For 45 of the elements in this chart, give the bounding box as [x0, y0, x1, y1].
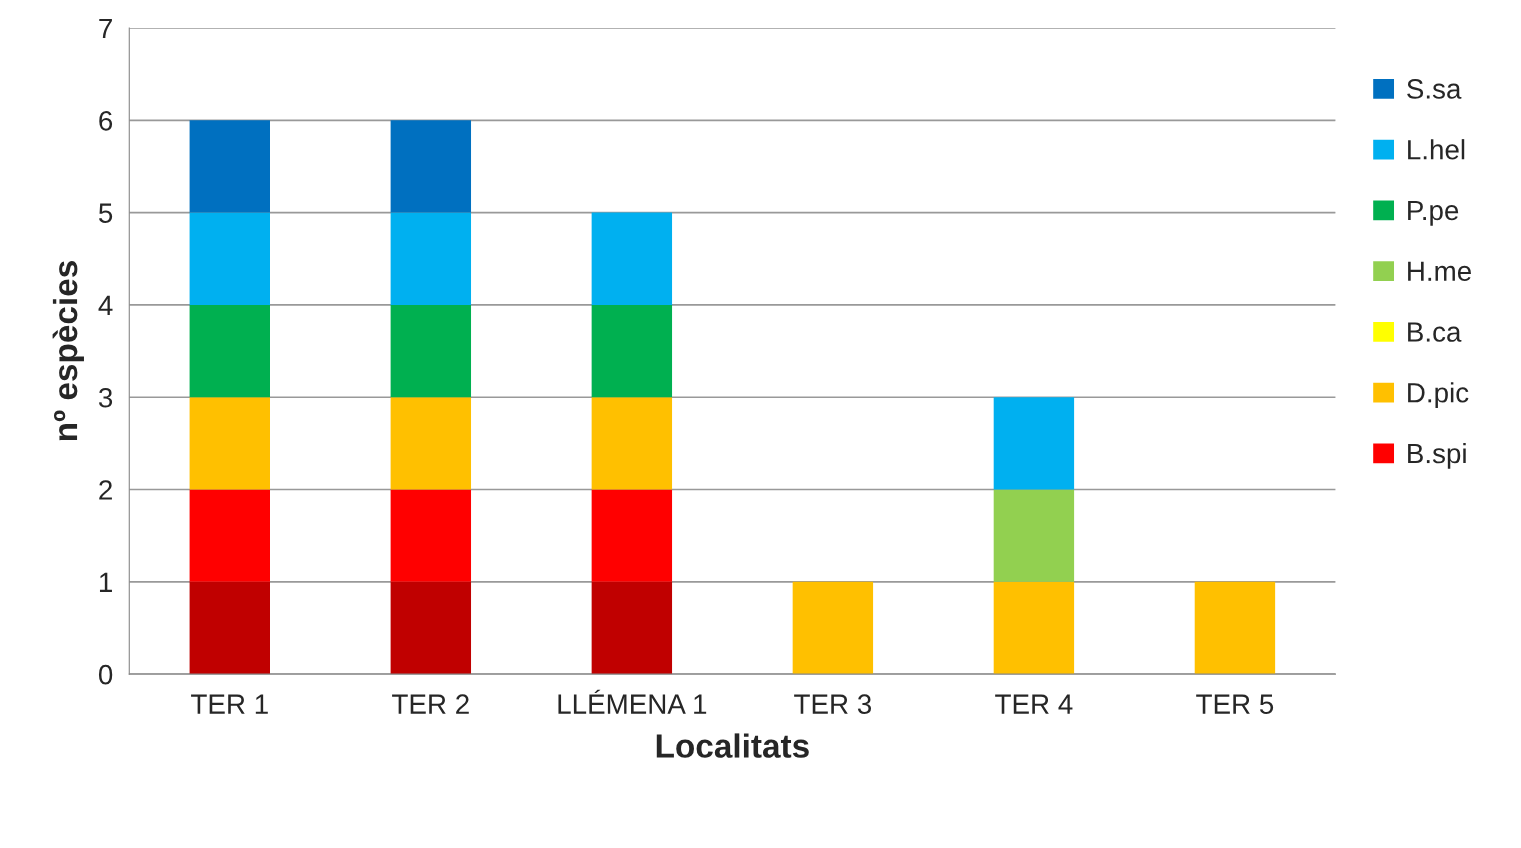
bar	[390, 397, 472, 490]
bar	[591, 489, 673, 582]
y-tick-label: 3	[98, 387, 113, 408]
x-tick-label: TER 3	[794, 694, 872, 715]
bar	[189, 212, 270, 305]
bar	[390, 581, 472, 675]
bar	[591, 212, 673, 305]
y-tick-label: 5	[98, 203, 113, 223]
bar	[189, 489, 270, 582]
x-axis-title: Localitats	[656, 733, 809, 758]
bar	[189, 304, 270, 398]
y-tick-label: 0	[98, 664, 113, 685]
bar	[189, 120, 270, 213]
legend-label: D.pic	[1408, 382, 1469, 409]
legend-label: B.spi	[1408, 442, 1466, 469]
bar	[189, 581, 270, 675]
bar	[390, 120, 472, 213]
x-tick-label: TER 4	[995, 694, 1073, 714]
bar	[189, 397, 270, 490]
bar	[591, 397, 673, 490]
x-tick-label: LLÉMENA 1	[558, 689, 707, 714]
bar	[390, 212, 472, 305]
x-tick-label: TER 2	[392, 694, 469, 714]
legend-label: L.hel	[1408, 139, 1465, 160]
y-tick-label: 4	[98, 295, 113, 315]
y-tick-label: 6	[99, 110, 113, 131]
bar	[390, 489, 472, 582]
bar	[792, 581, 874, 675]
legend-label: S.sa	[1407, 79, 1462, 99]
bar	[993, 397, 1075, 490]
bar	[993, 581, 1075, 675]
bar	[591, 581, 673, 675]
bar	[993, 489, 1075, 582]
legend-label: P.pe	[1408, 200, 1459, 226]
bar	[390, 304, 472, 398]
x-tick-label: TER 1	[191, 694, 268, 714]
bar	[591, 304, 673, 398]
y-tick-label: 2	[99, 480, 112, 500]
legend-label: B.ca	[1408, 322, 1462, 342]
y-axis-title: nº espècies	[52, 261, 84, 441]
bar	[1194, 581, 1276, 675]
y-tick-label: 1	[99, 572, 112, 592]
legend-label: H.me	[1408, 261, 1471, 282]
x-tick-label: TER 5	[1196, 694, 1274, 715]
y-tick-label: 7	[99, 18, 112, 39]
